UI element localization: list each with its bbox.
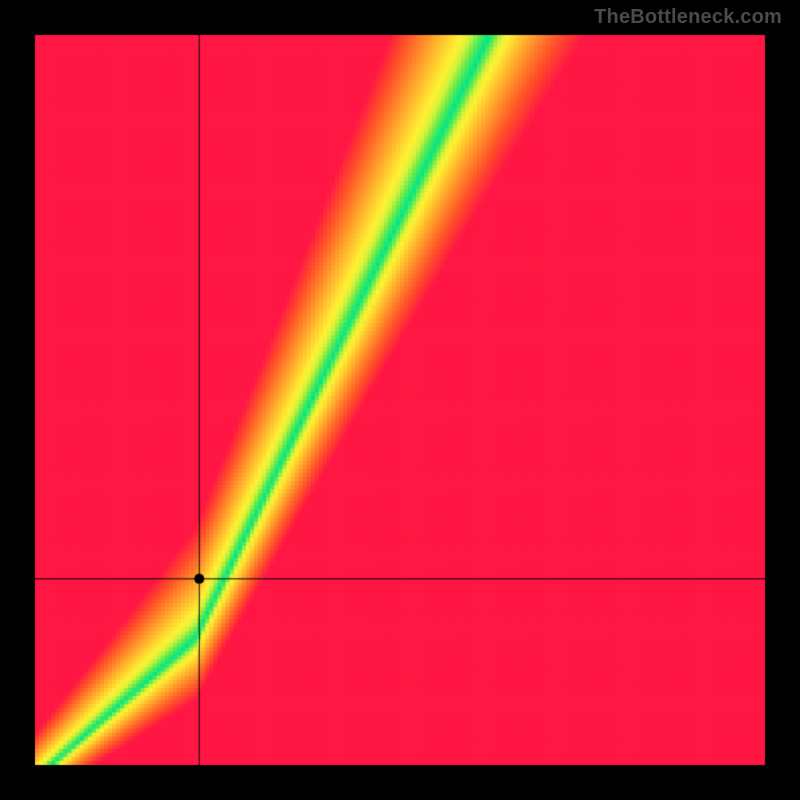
watermark-text: TheBottleneck.com (594, 6, 782, 29)
bottleneck-heatmap (0, 0, 800, 800)
